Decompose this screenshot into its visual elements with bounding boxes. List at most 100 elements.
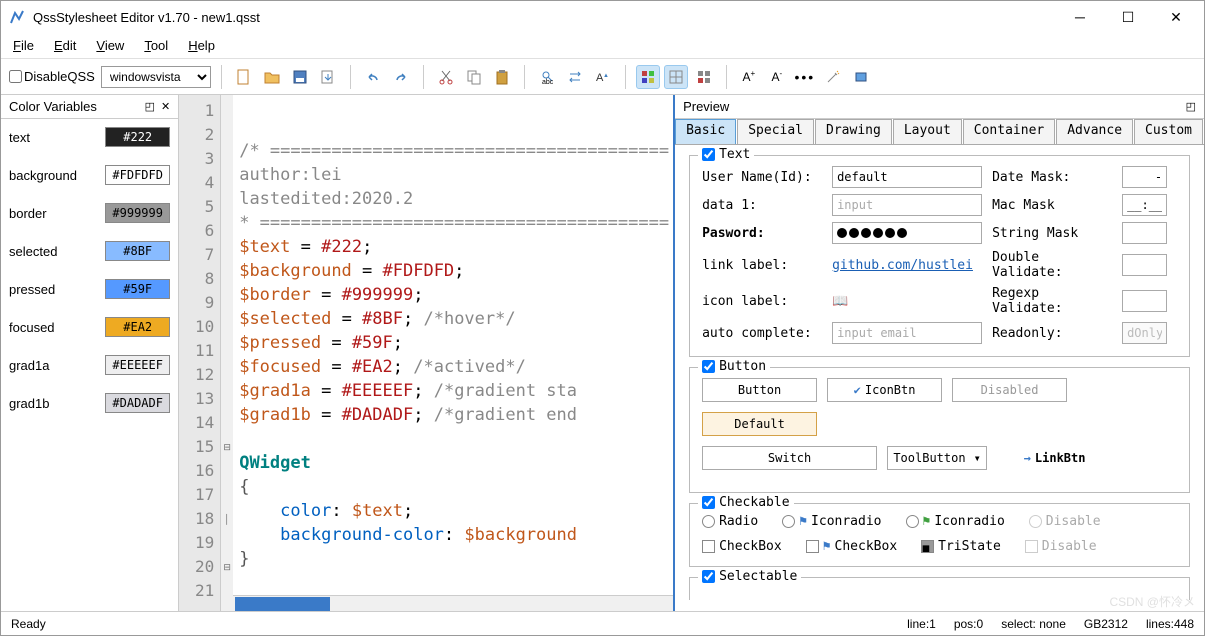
toolbutton-button[interactable]: ToolButton ▾	[887, 446, 987, 470]
tab-drawing[interactable]: Drawing	[815, 119, 892, 144]
color-swatch[interactable]: #FDFDFD	[105, 165, 170, 185]
menu-tool[interactable]: Tool	[140, 36, 172, 55]
string-mask-label: String Mask	[992, 226, 1112, 241]
password-input[interactable]	[832, 222, 982, 244]
window-title: QssStylesheet Editor v1.70 - new1.qsst	[33, 10, 1060, 25]
checkable-group-checkbox[interactable]	[702, 496, 715, 509]
color-swatch[interactable]: #EEEEEF	[105, 355, 170, 375]
maximize-button[interactable]: ☐	[1108, 3, 1148, 31]
tab-layout[interactable]: Layout	[893, 119, 962, 144]
color-swatch[interactable]: #8BF	[105, 241, 170, 261]
palette-icon[interactable]	[849, 65, 873, 89]
menu-view[interactable]: View	[92, 36, 128, 55]
radio-1[interactable]: Radio	[702, 514, 758, 529]
toolbar: DisableQSS windowsvista abc A▲ A+ A- •••	[1, 59, 1204, 95]
color-var-row: text #222	[9, 127, 170, 147]
cut-icon[interactable]	[434, 65, 458, 89]
tab-advance[interactable]: Advance	[1056, 119, 1133, 144]
theme-select[interactable]: windowsvista	[101, 66, 211, 88]
disable-qss-checkbox[interactable]: DisableQSS	[9, 69, 95, 84]
status-line: line:1	[907, 617, 936, 631]
new-icon[interactable]	[232, 65, 256, 89]
string-mask-input[interactable]	[1122, 222, 1167, 244]
button-button[interactable]: Button	[702, 378, 817, 402]
regexp-validate-input[interactable]	[1122, 290, 1167, 312]
color-var-name: border	[9, 206, 105, 221]
default-button[interactable]: Default	[702, 412, 817, 436]
grid1-icon[interactable]	[636, 65, 660, 89]
more-icon[interactable]: •••	[793, 65, 817, 89]
double-validate-input[interactable]	[1122, 254, 1167, 276]
color-swatch[interactable]: #999999	[105, 203, 170, 223]
font-increase-icon[interactable]: A+	[737, 65, 761, 89]
color-var-name: grad1b	[9, 396, 105, 411]
export-icon[interactable]	[316, 65, 340, 89]
statusbar: Ready line:1 pos:0 select: none GB2312 l…	[1, 611, 1204, 635]
selectable-group-checkbox[interactable]	[702, 570, 715, 583]
panel-float-icon[interactable]: ◰	[145, 100, 155, 113]
preview-panel: Preview ◰ BasicSpecialDrawingLayoutConta…	[675, 95, 1204, 611]
checkbox-2[interactable]: ⚑CheckBox	[806, 539, 897, 554]
text-group: Text User Name(Id): Date Mask: data 1: M…	[689, 155, 1190, 357]
data1-input[interactable]	[832, 194, 982, 216]
auto-complete-input[interactable]	[832, 322, 982, 344]
text-group-checkbox[interactable]	[702, 148, 715, 161]
menubar: File Edit View Tool Help	[1, 33, 1204, 59]
color-var-name: text	[9, 130, 105, 145]
iconradio-2[interactable]: ⚑Iconradio	[906, 514, 1005, 529]
iconradio-1[interactable]: ⚑Iconradio	[782, 514, 881, 529]
icon-label-icon: 📖	[832, 294, 982, 309]
svg-text:abc: abc	[542, 79, 554, 85]
font-decrease-icon[interactable]: A-	[765, 65, 789, 89]
regexp-validate-label: Regexp Validate:	[992, 286, 1112, 316]
preview-title: Preview	[683, 99, 729, 114]
copy-icon[interactable]	[462, 65, 486, 89]
replace-icon[interactable]	[563, 65, 587, 89]
iconbtn-button[interactable]: ✔IconBtn	[827, 378, 942, 402]
mac-mask-label: Mac Mask	[992, 198, 1112, 213]
menu-help[interactable]: Help	[184, 36, 219, 55]
color-swatch[interactable]: #EA2	[105, 317, 170, 337]
color-var-row: pressed #59F	[9, 279, 170, 299]
status-ready: Ready	[11, 617, 46, 631]
color-var-row: background #FDFDFD	[9, 165, 170, 185]
color-var-row: selected #8BF	[9, 241, 170, 261]
grid3-icon[interactable]	[692, 65, 716, 89]
tab-container[interactable]: Container	[963, 119, 1055, 144]
linkbtn-button[interactable]: → LinkBtn	[997, 446, 1112, 470]
horizontal-scrollbar[interactable]	[235, 597, 330, 611]
link-label-value[interactable]: github.com/hustlei	[832, 258, 982, 273]
color-swatch[interactable]: #222	[105, 127, 170, 147]
mac-mask-input[interactable]	[1122, 194, 1167, 216]
tab-custom[interactable]: Custom	[1134, 119, 1203, 144]
grid2-icon[interactable]	[664, 65, 688, 89]
paste-icon[interactable]	[490, 65, 514, 89]
checkbox-1[interactable]: CheckBox	[702, 539, 782, 554]
menu-edit[interactable]: Edit	[50, 36, 80, 55]
undo-icon[interactable]	[361, 65, 385, 89]
find-icon[interactable]: abc	[535, 65, 559, 89]
preview-float-icon[interactable]: ◰	[1186, 100, 1196, 113]
user-name-input[interactable]	[832, 166, 982, 188]
open-icon[interactable]	[260, 65, 284, 89]
color-swatch[interactable]: #59F	[105, 279, 170, 299]
color-swatch[interactable]: #DADADF	[105, 393, 170, 413]
tab-special[interactable]: Special	[737, 119, 814, 144]
date-mask-input[interactable]	[1122, 166, 1167, 188]
panel-close-icon[interactable]: ✕	[161, 100, 170, 113]
close-button[interactable]: ✕	[1156, 3, 1196, 31]
font-size-icon[interactable]: A▲	[591, 65, 615, 89]
tristate-checkbox[interactable]: ◼TriState	[921, 539, 1001, 554]
color-var-row: border #999999	[9, 203, 170, 223]
code-editor[interactable]: 123456789101112131415161718192021 ⊟│⊟ /*…	[179, 95, 675, 611]
color-var-name: focused	[9, 320, 105, 335]
switch-button[interactable]: Switch	[702, 446, 877, 470]
button-group-checkbox[interactable]	[702, 360, 715, 373]
minimize-button[interactable]: ─	[1060, 3, 1100, 31]
color-variables-panel: Color Variables ◰ ✕ text #222background …	[1, 95, 179, 611]
save-icon[interactable]	[288, 65, 312, 89]
wand-icon[interactable]	[821, 65, 845, 89]
tab-basic[interactable]: Basic	[675, 119, 736, 144]
menu-file[interactable]: File	[9, 36, 38, 55]
redo-icon[interactable]	[389, 65, 413, 89]
